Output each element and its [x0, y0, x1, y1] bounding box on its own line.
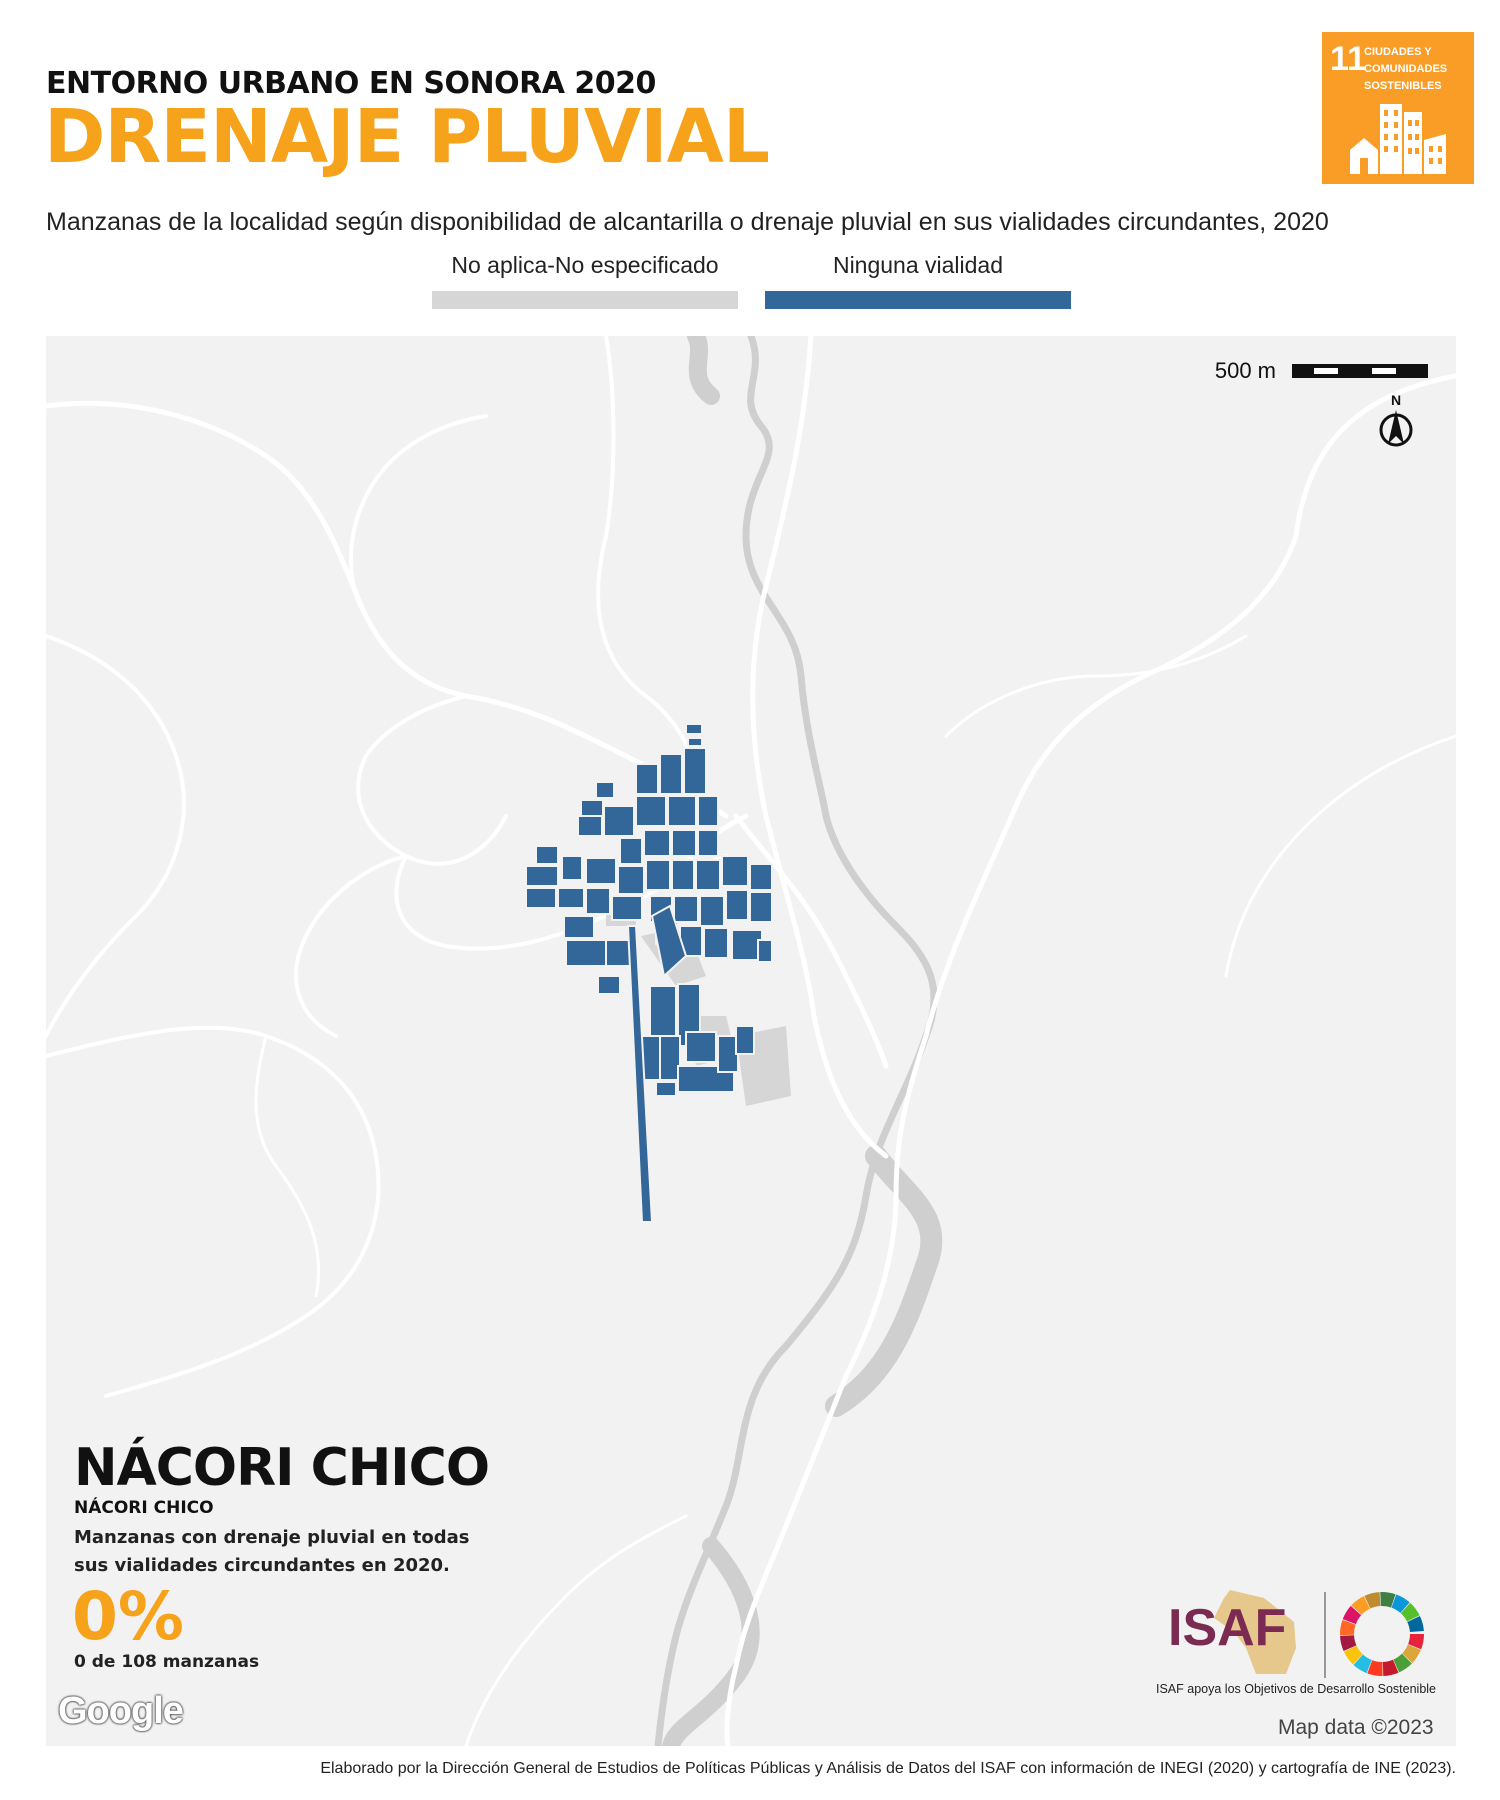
scale-ruler: [1292, 364, 1428, 378]
legend-label: No aplica-No especificado: [432, 252, 738, 279]
google-logo: Google: [58, 1690, 183, 1733]
municipality-name: NÁCORI CHICO: [74, 1498, 214, 1518]
manzanas-ninguna-vialidad: [526, 724, 772, 1222]
legend-label: Ninguna vialidad: [765, 252, 1071, 279]
map-data-attribution: Map data ©2023: [1278, 1716, 1434, 1740]
kpi-value: 0%: [72, 1578, 184, 1655]
isaf-logo-block: ISAF ISAF apoya los Objetivos de Desarro…: [1154, 1588, 1444, 1698]
isaf-divider: [1324, 1592, 1326, 1678]
scale-bar: 500 m: [1215, 358, 1428, 384]
north-arrow-icon: [1376, 408, 1416, 448]
isaf-caption: ISAF apoya los Objetivos de Desarrollo S…: [1156, 1682, 1436, 1696]
page-title: DRENAJE PLUVIAL: [44, 100, 769, 174]
legend-item-no-aplica: No aplica-No especificado: [432, 252, 738, 309]
scale-label: 500 m: [1215, 358, 1276, 384]
legend-item-ninguna-vialidad: Ninguna vialidad: [765, 252, 1071, 309]
page-subtitle: Manzanas de la localidad según disponibi…: [46, 208, 1329, 237]
sdg-text: CIUDADES Y COMUNIDADES SOSTENIBLES: [1364, 44, 1468, 95]
sdg-11-badge: 11 CIUDADES Y COMUNIDADES SOSTENIBLES: [1322, 32, 1474, 184]
isaf-logo-text: ISAF: [1168, 1598, 1286, 1658]
legend-swatch: [432, 291, 738, 309]
locality-name: NÁCORI CHICO: [74, 1438, 489, 1498]
north-arrow: N: [1376, 392, 1416, 452]
footer-credits: Elaborado por la Dirección General de Es…: [320, 1760, 1456, 1778]
kpi-count: 0 de 108 manzanas: [74, 1652, 259, 1672]
kpi-label: Manzanas con drenaje pluvial en todas su…: [74, 1524, 504, 1580]
north-label: N: [1376, 392, 1416, 408]
sdg-wheel-icon: [1338, 1590, 1426, 1678]
sdg-city-icon: [1350, 94, 1446, 174]
legend-swatch: [765, 291, 1071, 309]
sdg-number: 11: [1330, 40, 1366, 79]
